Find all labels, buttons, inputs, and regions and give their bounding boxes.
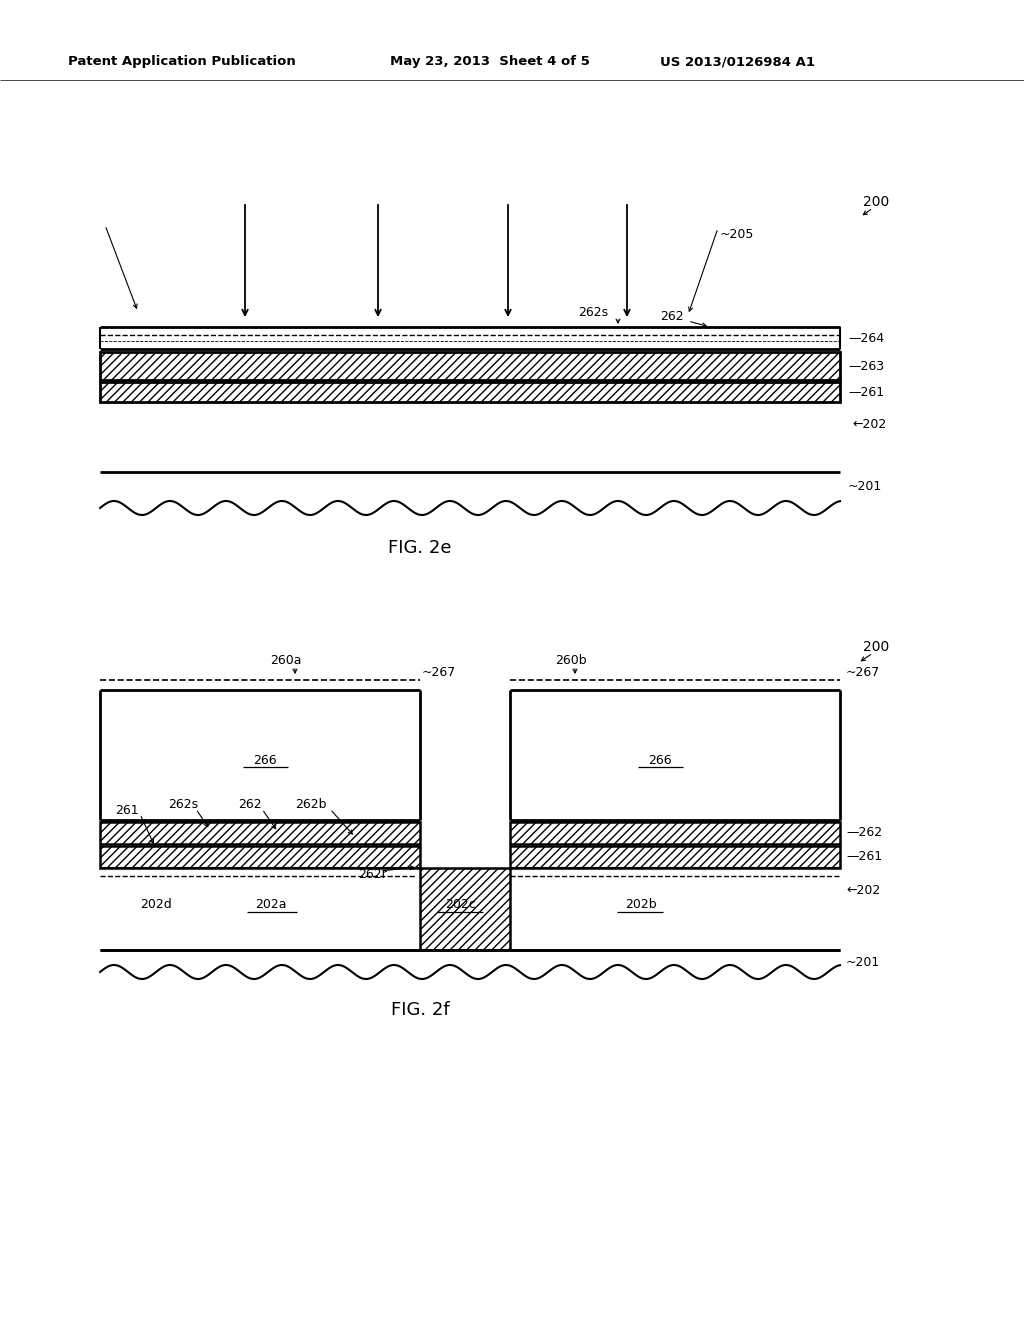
- Bar: [510, 846, 840, 869]
- Text: 202d: 202d: [140, 899, 172, 912]
- Text: ~201: ~201: [846, 956, 881, 969]
- Text: 262: 262: [238, 797, 261, 810]
- Bar: [100, 822, 420, 843]
- Text: ←202: ←202: [852, 417, 886, 430]
- Text: 266: 266: [253, 754, 276, 767]
- Text: 262b: 262b: [295, 797, 327, 810]
- Bar: [100, 381, 840, 403]
- Text: 266: 266: [648, 754, 672, 767]
- Bar: [510, 822, 840, 843]
- Text: 262r: 262r: [358, 869, 387, 882]
- Text: Patent Application Publication: Patent Application Publication: [68, 55, 296, 69]
- Bar: [100, 352, 840, 380]
- Text: ~201: ~201: [848, 479, 883, 492]
- Text: —264: —264: [848, 331, 884, 345]
- Text: FIG. 2e: FIG. 2e: [388, 539, 452, 557]
- Text: —263: —263: [848, 359, 884, 372]
- Text: ~267: ~267: [422, 665, 457, 678]
- Text: 200: 200: [863, 195, 889, 209]
- Text: 262: 262: [660, 310, 684, 323]
- Text: 202b: 202b: [625, 899, 656, 912]
- Bar: [100, 846, 420, 869]
- Text: FIG. 2f: FIG. 2f: [391, 1001, 450, 1019]
- Text: —261: —261: [848, 385, 884, 399]
- Text: 260b: 260b: [555, 653, 587, 667]
- Text: US 2013/0126984 A1: US 2013/0126984 A1: [660, 55, 815, 69]
- Text: May 23, 2013  Sheet 4 of 5: May 23, 2013 Sheet 4 of 5: [390, 55, 590, 69]
- Text: 202a: 202a: [255, 899, 287, 912]
- Text: 200: 200: [863, 640, 889, 653]
- Text: —261: —261: [846, 850, 882, 863]
- Text: 202c: 202c: [445, 899, 476, 912]
- Text: —262: —262: [846, 826, 882, 840]
- Bar: [420, 869, 510, 950]
- Text: 260a: 260a: [270, 653, 301, 667]
- Text: 262s: 262s: [168, 797, 198, 810]
- Text: ←202: ←202: [846, 883, 881, 896]
- Text: ~205: ~205: [720, 228, 755, 242]
- Text: ~267: ~267: [846, 665, 881, 678]
- Text: 262s: 262s: [578, 305, 608, 318]
- Text: 261: 261: [115, 804, 138, 817]
